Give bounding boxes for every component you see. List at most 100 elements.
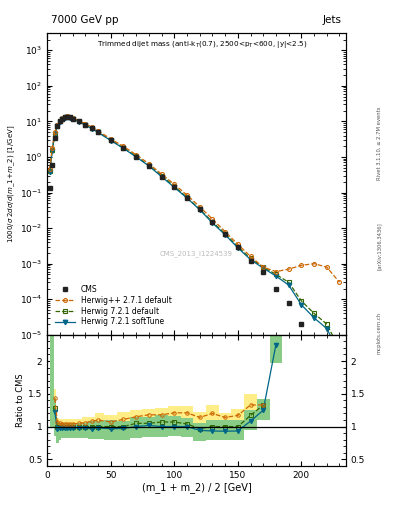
- Herwig 7.2.1 softTune: [60, 116, 65, 122]
- Herwig++ 2.7.1 default: [197, 204, 202, 210]
- Text: 7000 GeV pp: 7000 GeV pp: [51, 14, 119, 25]
- Herwig++ 2.7.1 default: [83, 121, 88, 127]
- Line: Herwig 7.2.1 softTune: Herwig 7.2.1 softTune: [48, 115, 342, 356]
- Herwig++ 2.7.1 default: [60, 115, 65, 121]
- CMS: [55, 123, 60, 129]
- Herwig 7.2.1 default: [60, 116, 65, 122]
- Herwig 7.2.1 default: [47, 168, 52, 174]
- CMS: [235, 244, 240, 250]
- CMS: [95, 129, 100, 135]
- Herwig 7.2.1 default: [286, 279, 291, 285]
- Herwig++ 2.7.1 default: [274, 268, 278, 274]
- Herwig 7.2.1 default: [89, 125, 94, 131]
- Herwig 7.2.1 softTune: [121, 145, 126, 152]
- CMS: [147, 163, 151, 169]
- Herwig 7.2.1 default: [52, 131, 57, 137]
- Herwig++ 2.7.1 default: [324, 264, 329, 270]
- Herwig 7.2.1 default: [223, 230, 228, 237]
- Herwig 7.2.1 default: [337, 346, 342, 352]
- Herwig 7.2.1 softTune: [197, 206, 202, 212]
- Herwig 7.2.1 softTune: [312, 315, 316, 321]
- Herwig 7.2.1 default: [312, 310, 316, 316]
- Herwig++ 2.7.1 default: [185, 192, 189, 198]
- Herwig 7.2.1 softTune: [108, 137, 113, 143]
- CMS: [83, 122, 88, 128]
- Herwig 7.2.1 softTune: [57, 119, 62, 125]
- CMS: [47, 185, 52, 191]
- Herwig 7.2.1 softTune: [223, 232, 228, 238]
- Herwig 7.2.1 default: [261, 264, 266, 270]
- CMS: [57, 118, 62, 124]
- Herwig 7.2.1 softTune: [147, 163, 151, 169]
- Herwig 7.2.1 softTune: [50, 147, 55, 154]
- Herwig++ 2.7.1 default: [172, 181, 176, 187]
- Herwig 7.2.1 default: [57, 118, 62, 124]
- Herwig++ 2.7.1 default: [70, 115, 75, 121]
- CMS: [134, 154, 138, 160]
- Herwig++ 2.7.1 default: [312, 261, 316, 267]
- Herwig 7.2.1 default: [108, 137, 113, 143]
- Legend: CMS, Herwig++ 2.7.1 default, Herwig 7.2.1 default, Herwig 7.2.1 softTune: CMS, Herwig++ 2.7.1 default, Herwig 7.2.…: [54, 283, 173, 328]
- Herwig 7.2.1 softTune: [70, 116, 75, 122]
- Herwig++ 2.7.1 default: [147, 161, 151, 167]
- Herwig 7.2.1 default: [70, 116, 75, 122]
- CMS: [286, 300, 291, 306]
- Herwig 7.2.1 default: [210, 219, 215, 225]
- Herwig++ 2.7.1 default: [248, 253, 253, 260]
- Herwig 7.2.1 softTune: [210, 220, 215, 226]
- Herwig 7.2.1 default: [299, 298, 304, 304]
- Herwig++ 2.7.1 default: [95, 127, 100, 134]
- Herwig 7.2.1 default: [248, 255, 253, 262]
- CMS: [62, 114, 67, 120]
- Herwig 7.2.1 default: [274, 271, 278, 278]
- Herwig 7.2.1 default: [172, 183, 176, 189]
- X-axis label: (m_1 + m_2) / 2 [GeV]: (m_1 + m_2) / 2 [GeV]: [141, 482, 252, 494]
- Text: Jets: Jets: [323, 14, 342, 25]
- Text: mcplots.cern.ch: mcplots.cern.ch: [377, 312, 382, 354]
- Herwig 7.2.1 softTune: [172, 184, 176, 190]
- Herwig 7.2.1 default: [55, 123, 60, 129]
- Herwig 7.2.1 softTune: [83, 122, 88, 129]
- CMS: [65, 114, 70, 120]
- Herwig++ 2.7.1 default: [286, 266, 291, 272]
- CMS: [223, 230, 228, 237]
- Herwig 7.2.1 softTune: [68, 115, 72, 121]
- CMS: [210, 219, 215, 225]
- Herwig++ 2.7.1 default: [108, 136, 113, 142]
- CMS: [70, 116, 75, 122]
- Herwig 7.2.1 softTune: [185, 195, 189, 201]
- Herwig 7.2.1 default: [197, 206, 202, 212]
- Herwig 7.2.1 softTune: [337, 350, 342, 356]
- Herwig 7.2.1 softTune: [261, 265, 266, 271]
- Herwig++ 2.7.1 default: [261, 264, 266, 270]
- Herwig++ 2.7.1 default: [121, 143, 126, 150]
- Herwig 7.2.1 softTune: [62, 115, 67, 121]
- Herwig++ 2.7.1 default: [47, 166, 52, 173]
- Herwig++ 2.7.1 default: [57, 118, 62, 124]
- CMS: [197, 206, 202, 212]
- Herwig 7.2.1 default: [62, 114, 67, 120]
- CMS: [89, 125, 94, 131]
- CMS: [108, 137, 113, 143]
- Herwig++ 2.7.1 default: [210, 216, 215, 222]
- Herwig++ 2.7.1 default: [337, 279, 342, 285]
- Herwig 7.2.1 default: [185, 195, 189, 201]
- CMS: [312, 335, 316, 342]
- Herwig 7.2.1 softTune: [159, 174, 164, 180]
- CMS: [337, 371, 342, 377]
- Herwig 7.2.1 softTune: [134, 154, 138, 160]
- CMS: [52, 135, 57, 141]
- Herwig 7.2.1 softTune: [286, 282, 291, 288]
- Herwig 7.2.1 softTune: [52, 132, 57, 138]
- CMS: [60, 116, 65, 122]
- Herwig 7.2.1 default: [95, 129, 100, 135]
- Herwig++ 2.7.1 default: [62, 114, 67, 120]
- Herwig++ 2.7.1 default: [65, 113, 70, 119]
- Herwig 7.2.1 default: [50, 146, 55, 153]
- Herwig++ 2.7.1 default: [235, 241, 240, 247]
- Herwig 7.2.1 softTune: [299, 302, 304, 308]
- Herwig++ 2.7.1 default: [52, 129, 57, 135]
- Text: [arXiv:1306.3436]: [arXiv:1306.3436]: [377, 222, 382, 270]
- CMS: [261, 268, 266, 274]
- Line: Herwig++ 2.7.1 default: Herwig++ 2.7.1 default: [48, 114, 342, 284]
